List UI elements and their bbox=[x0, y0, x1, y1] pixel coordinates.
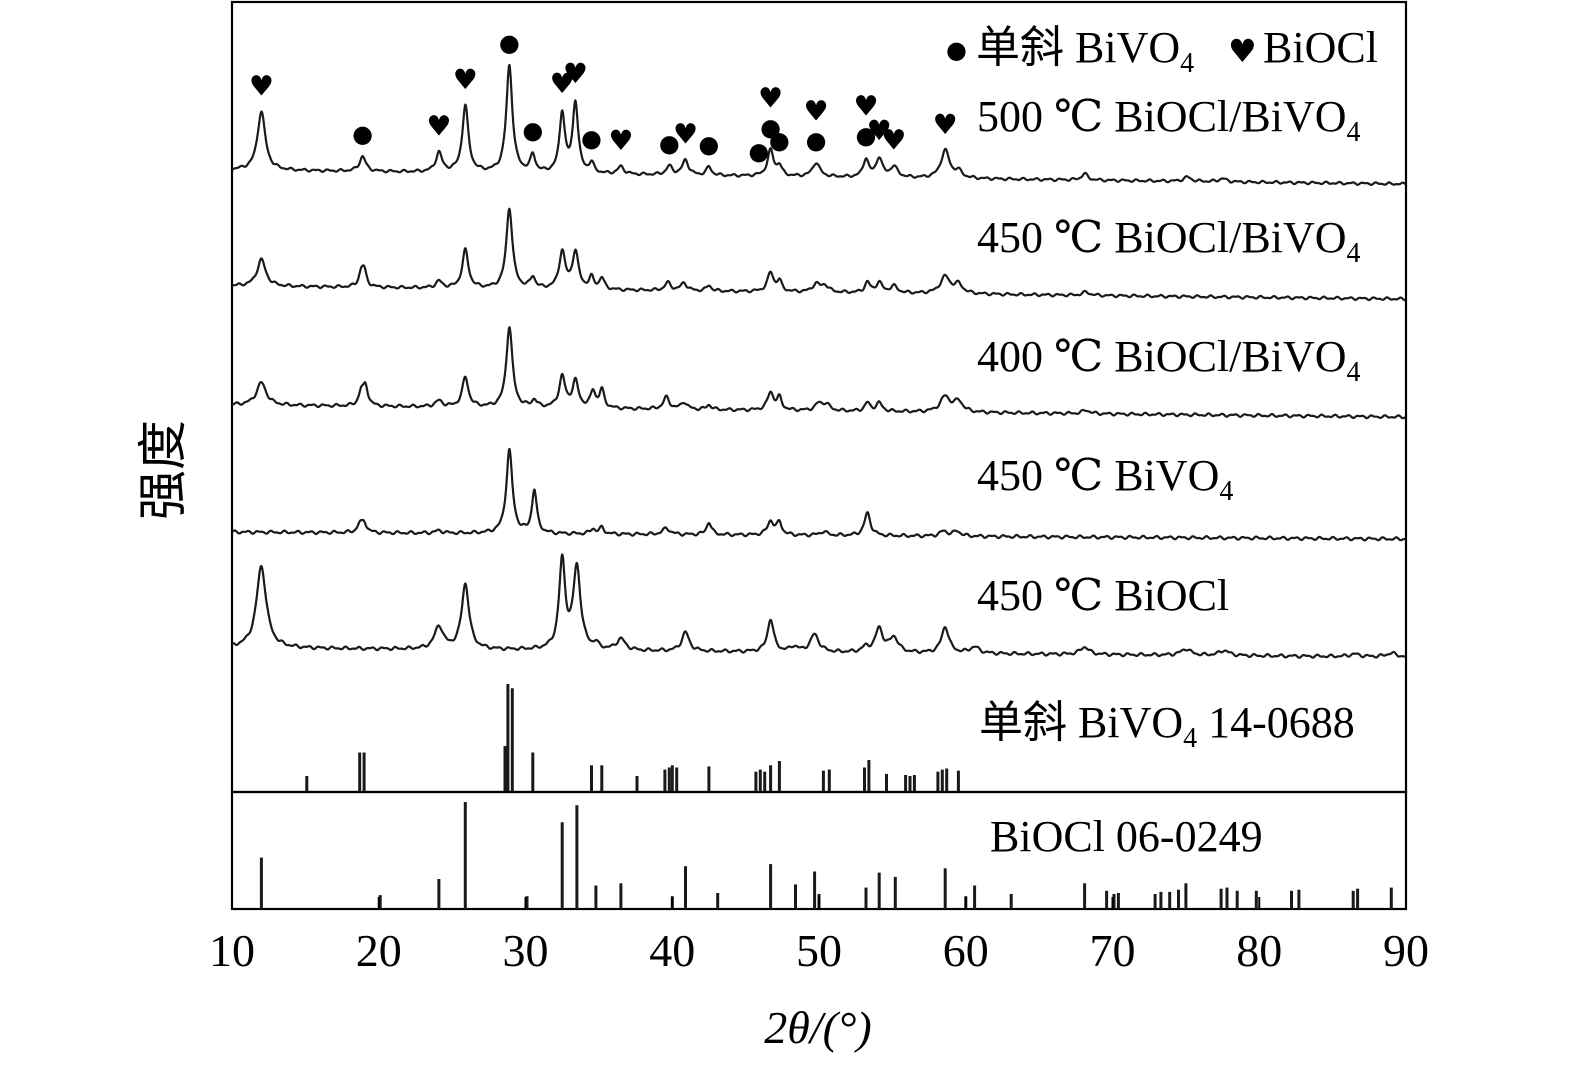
biocl-heart-marker: ♥ bbox=[867, 114, 892, 147]
x-tick-label: 30 bbox=[503, 925, 549, 976]
x-tick-label: 40 bbox=[649, 925, 695, 976]
legend-dot-icon: ● bbox=[946, 36, 967, 64]
x-tick-label: 90 bbox=[1383, 925, 1429, 976]
series-layer bbox=[231, 63, 1407, 659]
legend-heart-icon: ♥ bbox=[1228, 32, 1257, 70]
biocl-heart-marker: ♥ bbox=[426, 110, 451, 143]
x-tick-label: 60 bbox=[943, 925, 989, 976]
biocl-heart-marker: ♥ bbox=[563, 57, 588, 90]
bivo4-dot-marker: ● bbox=[522, 117, 543, 145]
bivo4-dot-marker: ● bbox=[659, 130, 680, 158]
legend-label-biocl: BiOCl bbox=[1263, 23, 1378, 72]
legend-label-bivo4: 单斜 BiVO4 bbox=[976, 23, 1194, 79]
biocl-heart-marker: ♥ bbox=[673, 118, 698, 151]
x-tick-label: 70 bbox=[1090, 925, 1136, 976]
xrd-trace-2 bbox=[231, 207, 1407, 302]
series-label-450c-composite: 450 ℃ BiOCl/BiVO4 bbox=[977, 213, 1361, 269]
biocl-heart-marker: ♥ bbox=[933, 108, 958, 141]
x-tick-label: 50 bbox=[796, 925, 842, 976]
biocl-heart-marker: ♥ bbox=[453, 63, 478, 96]
phase-markers-layer: ●●● ● ● ● ●●● ● ●♥♥♥ ♥♥♥ ♥♥ ♥ ♥♥♥ ♥ bbox=[249, 29, 958, 165]
bivo4-dot-marker: ● bbox=[856, 121, 877, 149]
series-label-400c-composite: 400 ℃ BiOCl/BiVO4 bbox=[977, 332, 1361, 388]
bivo4-dot-marker: ● bbox=[698, 130, 719, 158]
series-label-450c-biocl: 450 ℃ BiOCl bbox=[977, 571, 1229, 620]
series-label-bivo4-reference: 单斜 BiVO4 14-0688 bbox=[979, 698, 1355, 754]
bivo4-dot-marker: ● bbox=[769, 127, 790, 155]
biocl-heart-marker: ♥ bbox=[249, 69, 274, 102]
bivo4-dot-marker: ● bbox=[748, 138, 769, 166]
reference-sticks-layer bbox=[259, 684, 1393, 909]
series-label-biocl-reference: BiOCl 06-0249 bbox=[990, 812, 1263, 861]
xrd-trace-1 bbox=[231, 63, 1407, 186]
biocl-heart-marker: ♥ bbox=[881, 123, 906, 156]
xrd-trace-3 bbox=[231, 326, 1407, 420]
bivo4-dot-marker: ● bbox=[352, 120, 373, 148]
biocl-heart-marker: ♥ bbox=[853, 89, 878, 122]
x-tick-label: 10 bbox=[209, 925, 255, 976]
x-axis-ticks: 10 20 30 40 50 60 70 80 90 bbox=[209, 897, 1429, 976]
x-axis-label: 2θ/(°) bbox=[764, 1002, 871, 1053]
x-tick-label: 20 bbox=[356, 925, 402, 976]
biocl-heart-marker: ♥ bbox=[608, 124, 633, 157]
series-labels: 500 ℃ BiOCl/BiVO4 450 ℃ BiOCl/BiVO4 400 … bbox=[977, 92, 1361, 861]
x-tick-label: 80 bbox=[1236, 925, 1282, 976]
bivo4-dot-marker: ● bbox=[499, 29, 520, 57]
xrd-trace-5 bbox=[231, 553, 1407, 659]
biocl-heart-marker: ♥ bbox=[804, 95, 829, 128]
biocl-heart-marker: ♥ bbox=[758, 81, 783, 114]
bivo4-dot-marker: ● bbox=[760, 113, 781, 141]
series-label-500c-composite: 500 ℃ BiOCl/BiVO4 bbox=[977, 92, 1361, 148]
xrd-trace-4 bbox=[231, 447, 1407, 542]
bivo4-dot-marker: ● bbox=[581, 125, 602, 153]
legend: ● 单斜 BiVO4 ♥ BiOCl bbox=[946, 23, 1378, 79]
bivo4-dot-marker: ● bbox=[806, 127, 827, 155]
biocl-heart-marker: ♥ bbox=[550, 67, 575, 100]
y-axis-label: 强度 bbox=[135, 420, 191, 520]
series-label-450c-bivo4: 450 ℃ BiVO4 bbox=[977, 451, 1233, 507]
